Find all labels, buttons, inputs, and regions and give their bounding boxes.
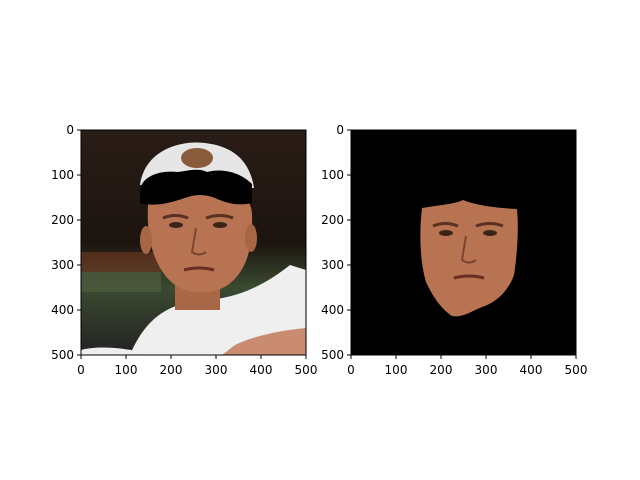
left-eye-left — [169, 222, 183, 228]
right-eye-right — [483, 230, 497, 236]
left-brow-left — [162, 214, 189, 220]
left-image-panel — [81, 130, 306, 355]
left-ear-left — [140, 226, 152, 254]
right-y-tick-label: 0 — [336, 123, 344, 137]
left-y-tick-label: 0 — [66, 123, 74, 137]
left-x-tick-label: 400 — [250, 363, 273, 377]
left-y-tick-label: 400 — [51, 303, 74, 317]
right-x-tick-label: 200 — [430, 363, 453, 377]
left-ear-right — [245, 224, 257, 252]
left-axes-frame — [80, 129, 307, 356]
left-dark-mask — [140, 169, 252, 205]
right-brow-left — [432, 222, 459, 228]
left-x-tick-label: 300 — [205, 363, 228, 377]
left-x-tick-label: 0 — [77, 363, 85, 377]
left-y-tick-label: 500 — [51, 348, 74, 362]
right-x-tick-label: 0 — [347, 363, 355, 377]
left-mouth — [183, 266, 215, 272]
right-nose — [460, 235, 477, 264]
left-court-green — [81, 272, 161, 292]
left-hair-tuft — [181, 148, 213, 168]
right-y-tick-label: 500 — [321, 348, 344, 362]
right-eye-left — [439, 230, 453, 236]
left-y-tick-label: 300 — [51, 258, 74, 272]
right-mouth — [453, 274, 485, 280]
right-y-tick-label: 100 — [321, 168, 344, 182]
right-x-tick-label: 300 — [475, 363, 498, 377]
right-y-tick-label: 400 — [321, 303, 344, 317]
right-image-panel — [351, 130, 576, 355]
left-brow-right — [205, 214, 234, 220]
left-court-stripe — [81, 252, 161, 272]
left-arm — [222, 328, 306, 355]
right-x-tick-label: 100 — [385, 363, 408, 377]
left-y-tick-label: 100 — [51, 168, 74, 182]
left-nose — [190, 227, 207, 256]
right-face-segment — [420, 200, 518, 317]
right-axes-frame — [350, 129, 577, 356]
left-shirt-corner — [81, 347, 140, 355]
right-y-tick-label: 300 — [321, 258, 344, 272]
right-x-tick-label: 500 — [565, 363, 588, 377]
right-x-tick-label: 400 — [520, 363, 543, 377]
left-x-tick-label: 200 — [160, 363, 183, 377]
right-brow-right — [475, 222, 504, 228]
left-x-tick-label: 100 — [115, 363, 138, 377]
left-y-tick-label: 200 — [51, 213, 74, 227]
left-eye-right — [213, 222, 227, 228]
right-y-tick-label: 200 — [321, 213, 344, 227]
left-x-tick-label: 500 — [295, 363, 318, 377]
